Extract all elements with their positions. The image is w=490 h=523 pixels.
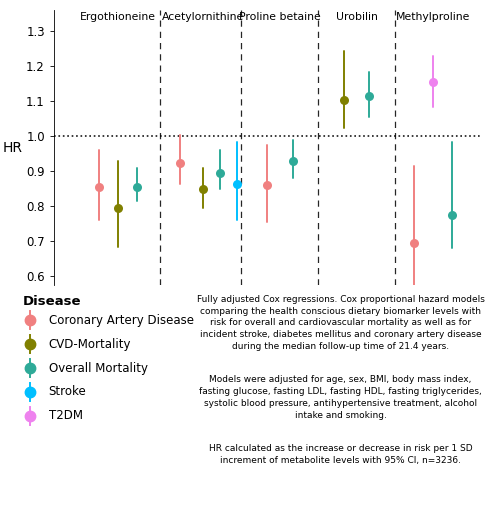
Text: Fully adjusted Cox regressions. Cox proportional hazard models
comparing the hea: Fully adjusted Cox regressions. Cox prop… — [196, 295, 485, 351]
Text: T2DM: T2DM — [49, 410, 83, 423]
Text: HR calculated as the increase or decrease in risk per 1 SD
increment of metaboli: HR calculated as the increase or decreas… — [209, 445, 472, 465]
Text: Methylproline: Methylproline — [396, 12, 470, 22]
Text: Coronary Artery Disease: Coronary Artery Disease — [49, 314, 194, 326]
Text: Disease: Disease — [23, 295, 81, 309]
Y-axis label: HR: HR — [2, 141, 22, 155]
Text: CVD-Mortality: CVD-Mortality — [49, 337, 131, 350]
Text: Models were adjusted for age, sex, BMI, body mass index,
fasting glucose, fastin: Models were adjusted for age, sex, BMI, … — [199, 376, 482, 420]
Text: Proline betaine: Proline betaine — [239, 12, 321, 22]
Text: Stroke: Stroke — [49, 385, 86, 399]
Text: Urobilin: Urobilin — [336, 12, 377, 22]
Text: Ergothioneine: Ergothioneine — [80, 12, 156, 22]
Text: Acetylornithine: Acetylornithine — [162, 12, 244, 22]
Text: Overall Mortality: Overall Mortality — [49, 361, 147, 374]
